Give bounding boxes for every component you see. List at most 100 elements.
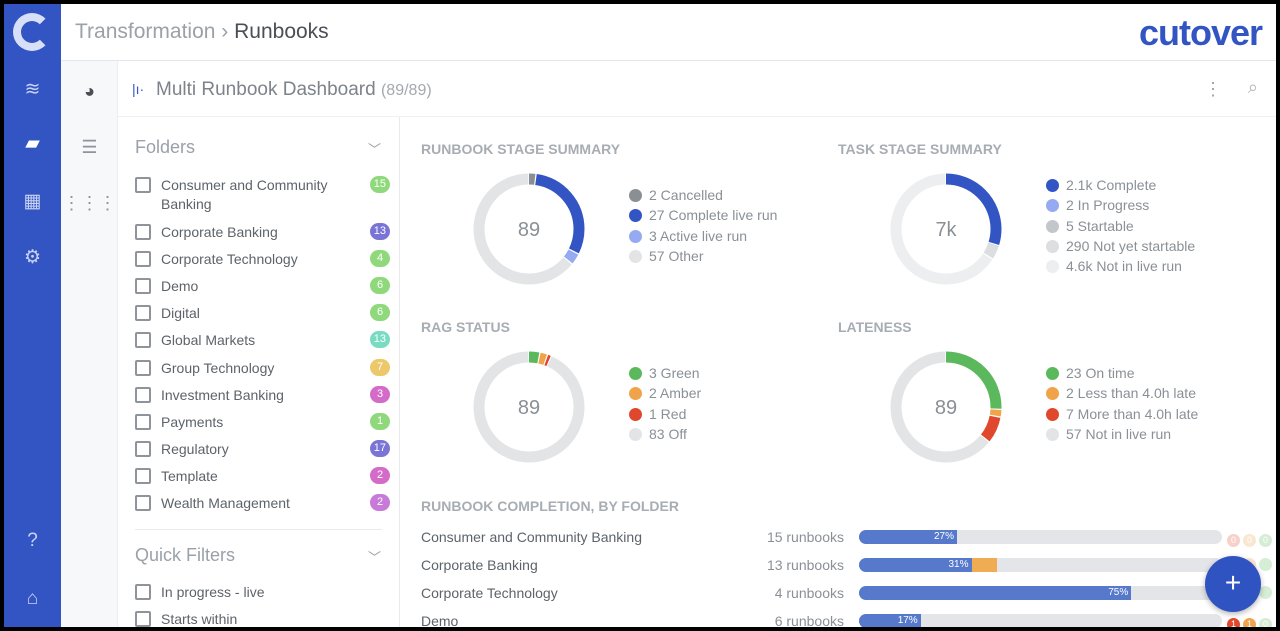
legend-item[interactable]: 27 Complete live run (629, 205, 777, 225)
legend-item[interactable]: 2 Cancelled (629, 185, 777, 205)
checkbox[interactable] (135, 414, 151, 430)
dashboard: RUNBOOK STAGE SUMMARY 89 2 Cancelled 27 Com… (400, 117, 1276, 627)
quick-filters-heading[interactable]: Quick Filters (135, 545, 236, 565)
completion-row[interactable]: Corporate Banking 13 runbooks 31% 0 (421, 555, 1276, 577)
progress-fill: 75% (859, 586, 1132, 600)
runbook-count: 6 runbooks (774, 613, 844, 627)
donut-segment[interactable] (473, 351, 585, 463)
panel-title: LATENESS (838, 319, 912, 335)
completion-row[interactable]: Consumer and Community Banking 15 runboo… (421, 527, 1276, 549)
sub-header: |ı· Multi Runbook Dashboard (89/89) ⋮ ⌕ (118, 61, 1276, 117)
help-icon[interactable]: ? (27, 530, 38, 551)
chevron-down-icon[interactable]: ﹀ (368, 550, 382, 565)
progress-bar: 75% (859, 586, 1222, 600)
progress-amber (971, 558, 997, 572)
add-button[interactable]: + (1205, 556, 1261, 612)
checkbox[interactable] (135, 387, 151, 403)
legend-dot-icon (629, 367, 642, 380)
legend-item[interactable]: 4.6k Not in live run (1046, 256, 1195, 276)
rag-count-badge (1259, 558, 1272, 571)
donut-segment[interactable] (890, 351, 1002, 463)
donut-center-value: 7k (935, 219, 957, 241)
legend-item[interactable]: 2 Less than 4.0h late (1046, 383, 1198, 403)
donut-segment[interactable] (890, 351, 1002, 463)
checkbox[interactable] (135, 495, 151, 511)
chevron-down-icon[interactable]: ﹀ (368, 142, 382, 157)
cutover-logo-icon[interactable] (13, 13, 51, 51)
rag-count-badge: 1 (1227, 618, 1240, 627)
folder-count-badge: 1 (370, 413, 390, 430)
donut-segment[interactable] (890, 173, 1002, 285)
donut-center-value: 89 (935, 397, 957, 419)
folder-label: Investment Banking (161, 387, 284, 403)
checkbox[interactable] (135, 332, 151, 348)
legend-item[interactable]: 2 In Progress (1046, 195, 1195, 215)
folder-label: Wealth Management (161, 495, 290, 511)
donut-segment[interactable] (473, 173, 585, 285)
folder-label: Corporate Banking (161, 224, 278, 240)
checkbox[interactable] (135, 360, 151, 376)
search-icon[interactable]: ⌕ (1247, 77, 1258, 97)
legend-dot-icon (629, 249, 642, 263)
legend-item[interactable]: 3 Green (629, 363, 701, 383)
divider (135, 529, 382, 530)
grid-icon[interactable]: ⋮⋮⋮ (62, 193, 117, 213)
donut-chart: 89 (473, 173, 585, 285)
breadcrumb-parent[interactable]: Transformation (75, 20, 216, 43)
legend-item[interactable]: 7 More than 4.0h late (1046, 404, 1198, 424)
calendar-icon[interactable]: ▦ (23, 191, 42, 212)
checkbox[interactable] (135, 305, 151, 321)
header: Transformation › Runbooks cutover (61, 4, 1276, 61)
folder-icon[interactable]: ▰ (25, 133, 40, 154)
folder-count-badge: 2 (370, 467, 390, 484)
legend-item[interactable]: 2 Amber (629, 383, 701, 403)
legend-item[interactable]: 1 Red (629, 404, 701, 424)
checkbox[interactable] (135, 278, 151, 294)
donut-segment[interactable] (473, 173, 585, 285)
rag-count-badge: 0 (1259, 534, 1272, 547)
folders-heading[interactable]: Folders (135, 137, 196, 157)
home-icon[interactable]: ⌂ (26, 588, 39, 609)
completion-row[interactable]: Corporate Technology 4 runbooks 75% (421, 583, 1276, 605)
dashboard-bars-icon: |ı· (132, 81, 145, 97)
legend-item[interactable]: 83 Off (629, 424, 701, 444)
legend-dot-icon (1046, 219, 1059, 233)
donut-segment[interactable] (890, 173, 1002, 285)
donut-segment[interactable] (473, 173, 585, 285)
checkbox[interactable] (135, 251, 151, 267)
list-icon[interactable]: ☰ (81, 137, 98, 157)
more-icon[interactable]: ⋮ (1204, 79, 1222, 99)
dashboard-icon[interactable]: ◕ (84, 81, 95, 101)
checkbox[interactable] (135, 177, 151, 193)
brand-logo: cutover (1138, 12, 1263, 53)
legend: 3 Green 2 Amber 1 Red 83 Off (629, 363, 701, 444)
donut-segment[interactable] (473, 351, 585, 463)
legend-dot-icon (629, 407, 642, 421)
legend-dot-icon (629, 427, 642, 441)
legend-dot-icon (1046, 387, 1059, 401)
legend-item[interactable]: 57 Not in live run (1046, 424, 1198, 444)
legend-item[interactable]: 23 On time (1046, 363, 1198, 383)
gear-icon[interactable]: ⚙ (23, 247, 42, 268)
checkbox[interactable] (135, 611, 151, 627)
rag-count-badge: 1 (1243, 618, 1256, 627)
panel-title: RAG STATUS (421, 319, 510, 335)
checkbox[interactable] (135, 468, 151, 484)
legend-item[interactable]: 290 Not yet startable (1046, 236, 1195, 256)
folder-name: Corporate Banking (421, 557, 538, 573)
dashboard-title[interactable]: Multi Runbook Dashboard (156, 79, 376, 100)
folder-count-badge: 17 (369, 440, 390, 457)
folder-label: Group Technology (161, 360, 275, 376)
checkbox[interactable] (135, 584, 151, 600)
main-nav: ≋ ▰ ▦ ⚙ ? ⌂ (4, 4, 61, 627)
panel-title: TASK STAGE SUMMARY (838, 141, 1002, 157)
legend-item[interactable]: 3 Active live run (629, 226, 777, 246)
legend-item[interactable]: 57 Other (629, 246, 777, 266)
folder-count-badge: 13 (369, 223, 390, 240)
legend-item[interactable]: 2.1k Complete (1046, 175, 1195, 195)
checkbox[interactable] (135, 441, 151, 457)
legend-item[interactable]: 5 Startable (1046, 216, 1195, 236)
wifi-icon[interactable]: ≋ (24, 79, 41, 100)
checkbox[interactable] (135, 224, 151, 240)
